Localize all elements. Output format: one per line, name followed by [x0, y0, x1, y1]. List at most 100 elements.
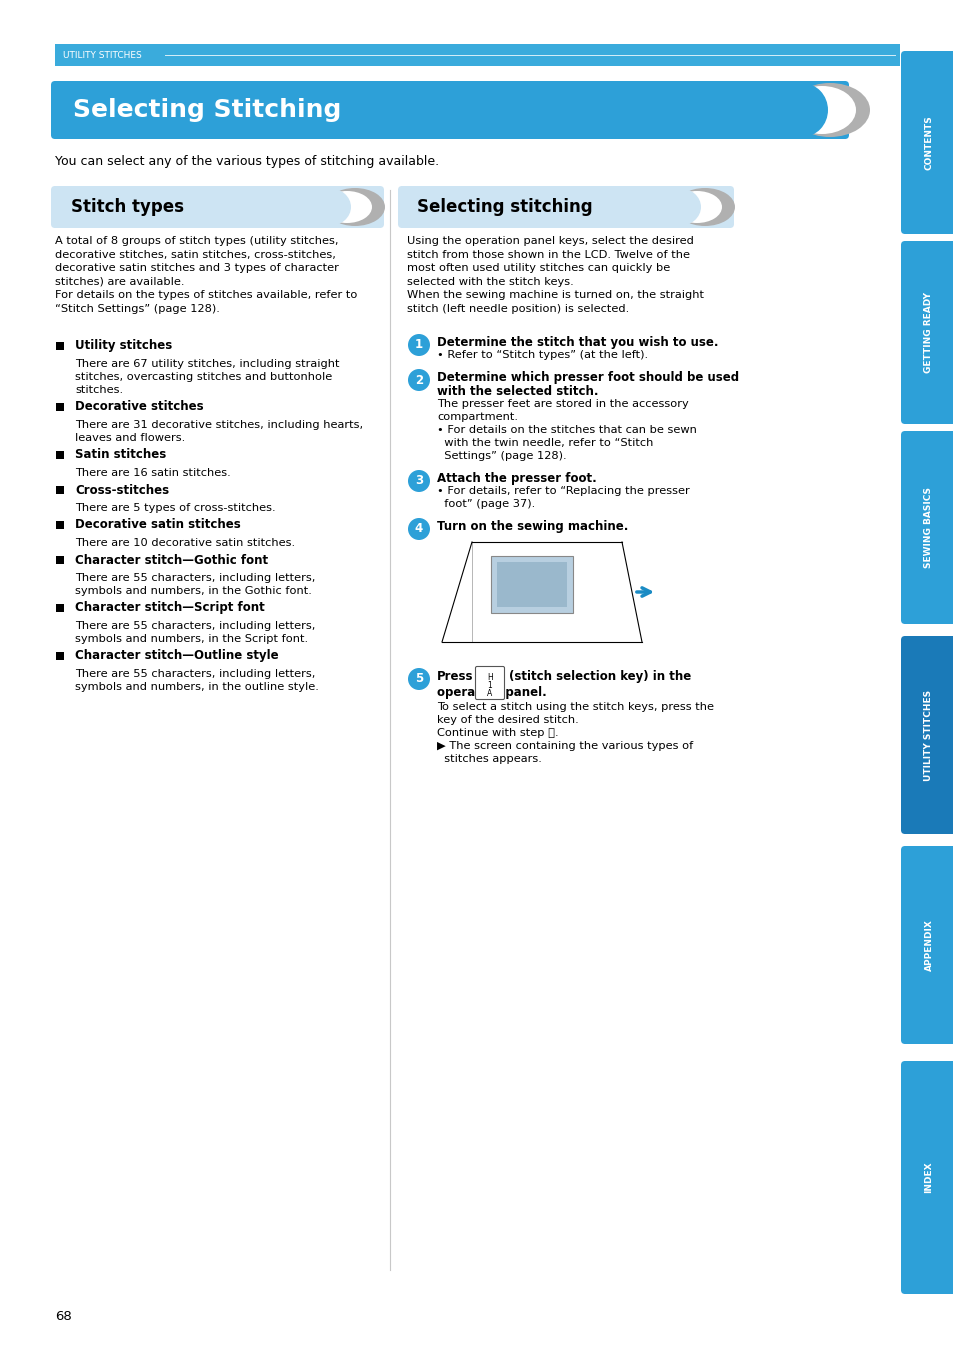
FancyBboxPatch shape: [475, 666, 504, 700]
Text: A total of 8 groups of stitch types (utility stitches,
decorative stitches, sati: A total of 8 groups of stitch types (uti…: [55, 236, 357, 314]
FancyBboxPatch shape: [900, 431, 953, 624]
Text: • For details on the stitches that can be sewn: • For details on the stitches that can b…: [436, 425, 696, 435]
Text: There are 31 decorative stitches, including hearts,: There are 31 decorative stitches, includ…: [75, 421, 363, 430]
FancyBboxPatch shape: [497, 562, 566, 607]
FancyBboxPatch shape: [56, 520, 64, 528]
Text: INDEX: INDEX: [923, 1162, 933, 1193]
FancyBboxPatch shape: [56, 403, 64, 411]
FancyBboxPatch shape: [51, 186, 384, 228]
Text: Using the operation panel keys, select the desired
stitch from those shown in th: Using the operation panel keys, select t…: [407, 236, 703, 314]
Text: UTILITY STITCHES: UTILITY STITCHES: [63, 50, 142, 59]
Text: symbols and numbers, in the Gothic font.: symbols and numbers, in the Gothic font.: [75, 586, 312, 596]
Text: with the selected stitch.: with the selected stitch.: [436, 386, 598, 398]
Text: There are 55 characters, including letters,: There are 55 characters, including lette…: [75, 573, 315, 582]
Text: Character stitch—Script font: Character stitch—Script font: [75, 601, 265, 615]
FancyBboxPatch shape: [51, 81, 848, 139]
Text: You can select any of the various types of stitching available.: You can select any of the various types …: [55, 155, 438, 168]
Text: Satin stitches: Satin stitches: [75, 449, 166, 461]
FancyBboxPatch shape: [56, 342, 64, 350]
Text: compartment.: compartment.: [436, 412, 517, 422]
Ellipse shape: [307, 187, 351, 226]
FancyBboxPatch shape: [55, 44, 899, 66]
Circle shape: [408, 470, 430, 492]
Text: 4: 4: [415, 523, 423, 535]
Text: 68: 68: [55, 1310, 71, 1322]
Text: symbols and numbers, in the outline style.: symbols and numbers, in the outline styl…: [75, 682, 318, 692]
Text: Decorative satin stitches: Decorative satin stitches: [75, 519, 240, 531]
Text: operation panel.: operation panel.: [436, 686, 546, 700]
Text: Settings” (page 128).: Settings” (page 128).: [436, 452, 566, 461]
Ellipse shape: [657, 187, 700, 226]
Text: GETTING READY: GETTING READY: [923, 293, 933, 373]
FancyBboxPatch shape: [900, 51, 953, 235]
Text: 5: 5: [415, 673, 423, 686]
Ellipse shape: [789, 84, 869, 137]
Text: There are 67 utility stitches, including straight: There are 67 utility stitches, including…: [75, 359, 339, 369]
Text: Character stitch—Gothic font: Character stitch—Gothic font: [75, 554, 268, 566]
Text: • For details, refer to “Replacing the presser: • For details, refer to “Replacing the p…: [436, 487, 689, 496]
Text: 3: 3: [415, 474, 422, 488]
FancyBboxPatch shape: [397, 186, 733, 228]
Text: symbols and numbers, in the Script font.: symbols and numbers, in the Script font.: [75, 634, 308, 644]
Text: UTILITY STITCHES: UTILITY STITCHES: [923, 689, 933, 780]
FancyBboxPatch shape: [491, 555, 573, 613]
Text: Character stitch—Outline style: Character stitch—Outline style: [75, 650, 278, 662]
Text: The presser feet are stored in the accessory: The presser feet are stored in the acces…: [436, 399, 688, 408]
Ellipse shape: [671, 191, 721, 222]
Text: foot” (page 37).: foot” (page 37).: [436, 499, 535, 510]
Text: Decorative stitches: Decorative stitches: [75, 400, 203, 414]
FancyBboxPatch shape: [900, 636, 953, 834]
Text: To select a stitch using the stitch keys, press the: To select a stitch using the stitch keys…: [436, 702, 713, 712]
Text: stitches appears.: stitches appears.: [436, 754, 541, 764]
Text: A: A: [487, 689, 492, 698]
Text: Attach the presser foot.: Attach the presser foot.: [436, 472, 597, 485]
Text: 1: 1: [487, 681, 492, 690]
FancyBboxPatch shape: [900, 241, 953, 425]
Text: Utility stitches: Utility stitches: [75, 340, 172, 352]
Text: stitches.: stitches.: [75, 386, 123, 395]
Text: Selecting stitching: Selecting stitching: [416, 198, 592, 216]
Text: There are 55 characters, including letters,: There are 55 characters, including lette…: [75, 621, 315, 631]
Text: There are 10 decorative satin stitches.: There are 10 decorative satin stitches.: [75, 538, 294, 549]
Text: 2: 2: [415, 373, 422, 387]
FancyBboxPatch shape: [900, 1061, 953, 1294]
Circle shape: [408, 369, 430, 391]
FancyBboxPatch shape: [56, 487, 64, 493]
Text: H: H: [487, 673, 493, 682]
FancyBboxPatch shape: [56, 652, 64, 661]
Text: Determine which presser foot should be used: Determine which presser foot should be u…: [436, 371, 739, 384]
Circle shape: [408, 669, 430, 690]
FancyBboxPatch shape: [56, 452, 64, 460]
Text: Continue with step ⓙ.: Continue with step ⓙ.: [436, 728, 558, 737]
FancyBboxPatch shape: [56, 604, 64, 612]
Ellipse shape: [325, 187, 385, 226]
Text: key of the desired stitch.: key of the desired stitch.: [436, 714, 578, 725]
Text: Determine the stitch that you wish to use.: Determine the stitch that you wish to us…: [436, 336, 718, 349]
Text: Selecting Stitching: Selecting Stitching: [73, 98, 341, 123]
Text: leaves and flowers.: leaves and flowers.: [75, 433, 185, 443]
Text: stitches, overcasting stitches and buttonhole: stitches, overcasting stitches and butto…: [75, 372, 332, 381]
Ellipse shape: [675, 187, 734, 226]
Text: APPENDIX: APPENDIX: [923, 919, 933, 971]
Ellipse shape: [322, 191, 372, 222]
Ellipse shape: [787, 86, 855, 133]
Ellipse shape: [775, 84, 827, 137]
Text: SEWING BASICS: SEWING BASICS: [923, 487, 933, 568]
Text: There are 16 satin stitches.: There are 16 satin stitches.: [75, 468, 231, 479]
Text: Cross-stitches: Cross-stitches: [75, 484, 169, 496]
Circle shape: [408, 518, 430, 541]
FancyBboxPatch shape: [900, 847, 953, 1043]
Text: There are 55 characters, including letters,: There are 55 characters, including lette…: [75, 669, 315, 679]
Text: Turn on the sewing machine.: Turn on the sewing machine.: [436, 520, 628, 532]
Text: There are 5 types of cross-stitches.: There are 5 types of cross-stitches.: [75, 503, 275, 514]
Text: 1: 1: [415, 338, 422, 352]
Text: Stitch types: Stitch types: [71, 198, 184, 216]
Text: Press: Press: [436, 670, 473, 683]
Text: (stitch selection key) in the: (stitch selection key) in the: [509, 670, 691, 683]
Text: with the twin needle, refer to “Stitch: with the twin needle, refer to “Stitch: [436, 438, 653, 448]
Text: • Refer to “Stitch types” (at the left).: • Refer to “Stitch types” (at the left).: [436, 350, 647, 360]
Text: ▶ The screen containing the various types of: ▶ The screen containing the various type…: [436, 741, 693, 751]
Text: CONTENTS: CONTENTS: [923, 115, 933, 170]
FancyBboxPatch shape: [56, 555, 64, 563]
Circle shape: [408, 334, 430, 356]
